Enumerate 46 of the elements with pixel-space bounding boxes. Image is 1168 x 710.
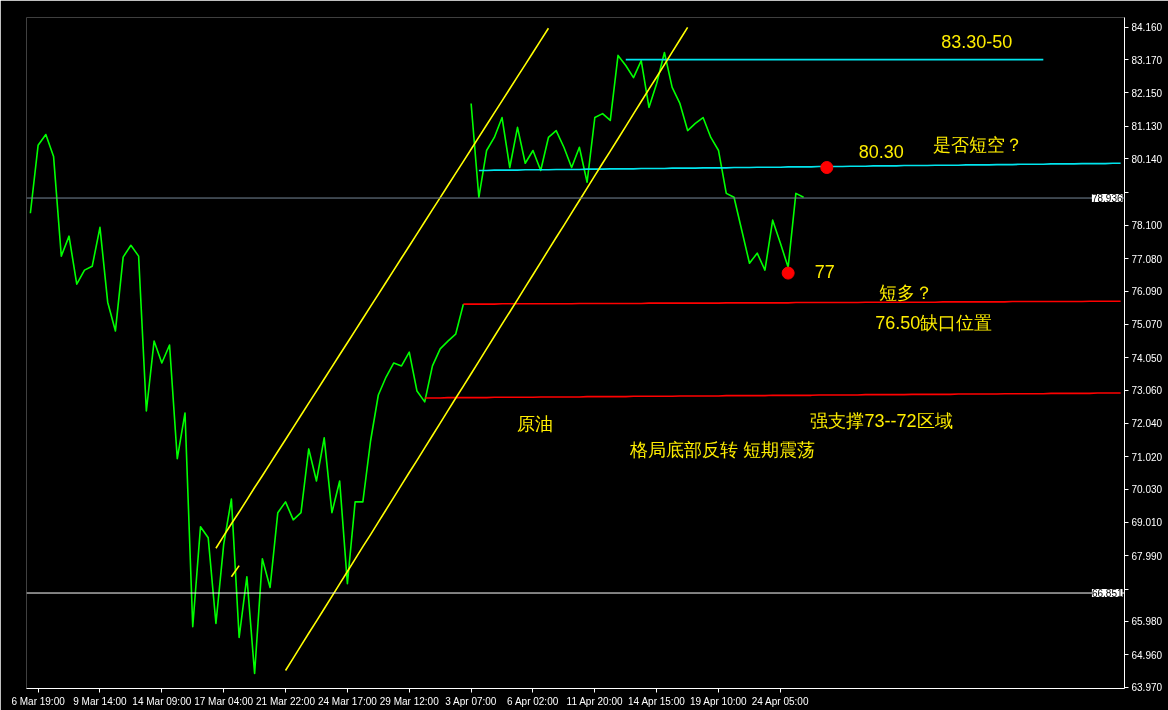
x-tick-label: 14 Mar 09:00 (132, 695, 192, 707)
x-tick-label: 11 Apr 20:00 (566, 695, 623, 707)
y-tick-label: 72.040 (1131, 418, 1163, 430)
y-tick-label: 76.090 (1131, 286, 1163, 298)
y-tick-label: 75.070 (1131, 319, 1163, 331)
annotation: 76.50缺口位置 (875, 312, 993, 333)
y-tick-label: 77.080 (1131, 253, 1163, 265)
y-tick-label: 83.170 (1131, 54, 1163, 66)
ref-line-label: 78.936 (1091, 193, 1123, 205)
x-tick-label: 6 Mar 19:00 (11, 695, 66, 707)
y-tick-label: 70.030 (1131, 484, 1163, 496)
line-series (478, 162, 1122, 172)
annotation: 80.30 (858, 141, 904, 162)
annotation: 是否短空？ (933, 134, 1024, 155)
x-tick-label: 19 Apr 10:00 (689, 695, 748, 707)
y-tick-label: 69.010 (1131, 517, 1163, 529)
annotation: 原油 (517, 414, 554, 435)
y-tick-label: 63.970 (1131, 682, 1163, 694)
annotation: 77 (814, 262, 835, 283)
x-tick-label: 21 Mar 22:00 (256, 695, 316, 707)
y-tick-label: 73.060 (1131, 385, 1163, 397)
x-tick-label: 9 Mar 14:00 (73, 695, 128, 707)
x-tick-label: 24 Apr 05:00 (751, 695, 809, 707)
y-tick-label: 82.150 (1131, 88, 1163, 99)
x-tick-label: 3 Apr 07:00 (445, 695, 497, 707)
y-tick-label: 65.980 (1131, 616, 1163, 628)
y-tick-label: 80.140 (1131, 153, 1163, 165)
y-tick-label: 74.050 (1131, 352, 1163, 364)
annotation: 短多？ (878, 283, 933, 304)
y-tick-label: 78.100 (1131, 220, 1163, 232)
y-tick-label: 64.960 (1131, 649, 1163, 661)
x-tick-label: 29 Mar 12:00 (379, 695, 440, 707)
annotation: 格局底部反转 短期震荡 (629, 439, 816, 460)
y-tick-label: 71.020 (1131, 451, 1163, 463)
ref-line-label: 66.851 (1091, 588, 1123, 600)
y-tick-label: 84.160 (1131, 22, 1163, 34)
annotation: 83.30-50 (941, 32, 1013, 53)
line-series (29, 133, 465, 675)
x-tick-label: 14 Apr 15:00 (628, 695, 686, 707)
line-series (215, 27, 550, 550)
x-tick-label: 6 Apr 02:00 (507, 695, 559, 707)
annotation: 强支撑73--72区域 (810, 410, 953, 431)
y-tick-label: 67.990 (1131, 550, 1163, 562)
x-tick-label: 17 Mar 04:00 (194, 695, 254, 707)
x-tick-label: 24 Mar 17:00 (317, 695, 378, 707)
y-tick-label: 81.130 (1131, 121, 1163, 133)
